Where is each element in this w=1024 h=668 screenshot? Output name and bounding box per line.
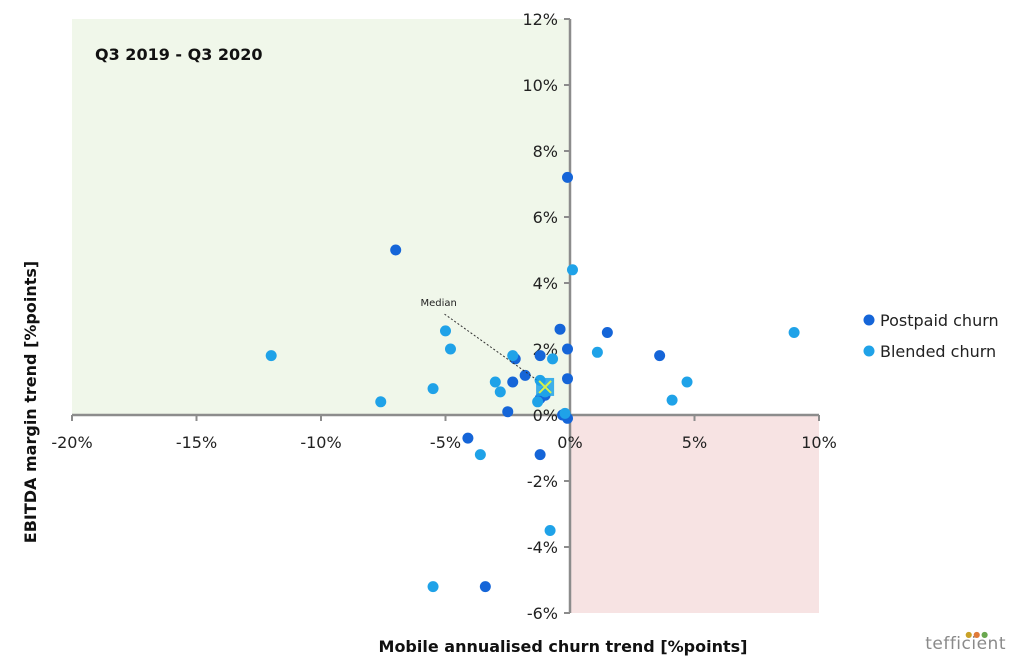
postpaid-churn-point (562, 373, 574, 385)
blended-churn-point (507, 350, 519, 362)
x-axis-title: Mobile annualised churn trend [%points] (379, 637, 748, 656)
y-tick-label: -6% (527, 604, 558, 623)
x-tick-label: -10% (300, 433, 341, 452)
x-tick-label: -20% (51, 433, 92, 452)
x-tick-label: 10% (801, 433, 837, 452)
blended-churn-point (566, 264, 578, 276)
data-points (265, 171, 800, 593)
blended-churn-point (544, 525, 556, 536)
blended-churn-point (375, 396, 387, 408)
blended-churn-point (547, 353, 559, 365)
y-tick-label: -4% (527, 538, 558, 557)
postpaid-churn-point (507, 376, 519, 388)
blended-churn-point (666, 394, 678, 406)
postpaid-churn-point (479, 581, 491, 593)
postpaid-churn-point (502, 406, 514, 418)
blended-churn-point (532, 396, 544, 408)
postpaid-churn-point (390, 244, 402, 256)
y-tick-label: 4% (533, 274, 558, 293)
y-axis-title: EBITDA margin trend [%points] (21, 261, 40, 543)
blended-churn-point (559, 407, 571, 419)
blended-churn-point (681, 376, 693, 388)
postpaid-churn-point (534, 449, 546, 461)
x-tick-label: -15% (176, 433, 217, 452)
blended-churn-point (427, 383, 439, 395)
x-tick-label: -5% (430, 433, 461, 452)
y-tick-label: 8% (533, 142, 558, 161)
y-tick-label: 12% (522, 10, 558, 29)
logo-dots: ●●● (965, 630, 990, 639)
postpaid-churn-point (554, 323, 566, 335)
median-marker: Median (421, 298, 555, 396)
median-label: Median (421, 298, 457, 309)
tefficient-logo: tefficient ●●● (925, 630, 1006, 654)
legend-label-blended: Blended churn (880, 342, 996, 361)
blended-churn-point (440, 325, 451, 337)
blended-churn-point (427, 581, 439, 593)
y-tick-label: 6% (533, 208, 558, 227)
blended-churn-point (265, 350, 277, 362)
legend: Postpaid churn Blended churn (863, 311, 999, 361)
legend-marker-blended (863, 345, 875, 357)
y-tick-label: -2% (527, 472, 558, 491)
x-tick-label: 5% (682, 433, 707, 452)
legend-marker-postpaid (863, 314, 875, 326)
y-tick-label: 10% (522, 76, 558, 95)
blended-churn-point (444, 343, 456, 355)
postpaid-churn-point (519, 369, 531, 381)
blended-churn-point (494, 386, 506, 398)
postpaid-churn-point (562, 171, 574, 183)
blended-churn-point (788, 327, 800, 338)
postpaid-churn-point (654, 350, 666, 362)
blended-churn-point (489, 376, 501, 388)
postpaid-churn-point (601, 327, 613, 338)
blended-churn-point (591, 346, 603, 358)
postpaid-churn-point (562, 343, 574, 355)
postpaid-churn-point (462, 432, 474, 444)
quadrant-bottom-right (570, 415, 819, 613)
quadrant-top-left (72, 19, 570, 415)
median-cross-line (538, 380, 552, 394)
period-label: Q3 2019 - Q3 2020 (95, 45, 262, 64)
quadrant-shading (72, 19, 819, 613)
blended-churn-point (474, 449, 486, 461)
postpaid-churn-point (534, 350, 546, 362)
y-tick-label: 0% (533, 406, 558, 425)
axes: -20% -15% -10% -5% 0% 5% 10%-6%-4%-2%0%2%4%6%8… (51, 10, 836, 623)
x-tick-label: 0% (557, 433, 582, 452)
logo-text: tefficient (925, 634, 1006, 654)
legend-label-postpaid: Postpaid churn (880, 311, 999, 330)
